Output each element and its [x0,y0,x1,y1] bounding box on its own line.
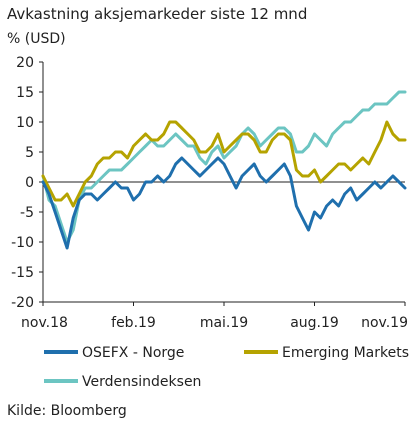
series-line-emerging-markets [41,120,407,208]
chart-title: Avkastning aksjemarkeder siste 12 mnd [7,5,307,23]
series-line-osefx-norge [41,156,407,250]
legend: OSEFX - Norge Emerging Markets Verdensinde… [44,345,409,390]
y-tick-label: 10 [16,115,34,131]
y-tick-label: 5 [25,145,34,161]
x-tick-label: nov.18 [21,315,68,331]
x-tick-label: aug.19 [290,315,339,331]
legend-label-emerging-markets: Emerging Markets [282,345,409,361]
x-tick-label: feb.19 [111,315,156,331]
y-tick-label: -5 [20,205,34,221]
series-layer [41,90,407,250]
y-tick-label: 15 [16,85,34,101]
y-tick-label: 20 [16,55,34,71]
y-tick-label: -20 [11,295,34,311]
y-tick-label: 0 [25,175,34,191]
y-tick-label: -10 [11,235,34,251]
y-unit-label: % (USD) [7,31,66,47]
x-tick-label: nov.19 [361,315,408,331]
series-line-verdensindeksen [41,90,407,244]
axis-layer: 20 15 10 5 0 -5 -10 -15 -20 nov.18 feb.19 mai.19 aug… [11,55,408,331]
legend-label-verdensindeksen: Verdensindeksen [82,374,201,390]
source-note: Kilde: Bloomberg [7,403,127,419]
y-tick-label: -15 [11,265,34,281]
x-tick-label: mai.19 [200,315,248,331]
legend-label-osefx-norge: OSEFX - Norge [82,345,184,361]
